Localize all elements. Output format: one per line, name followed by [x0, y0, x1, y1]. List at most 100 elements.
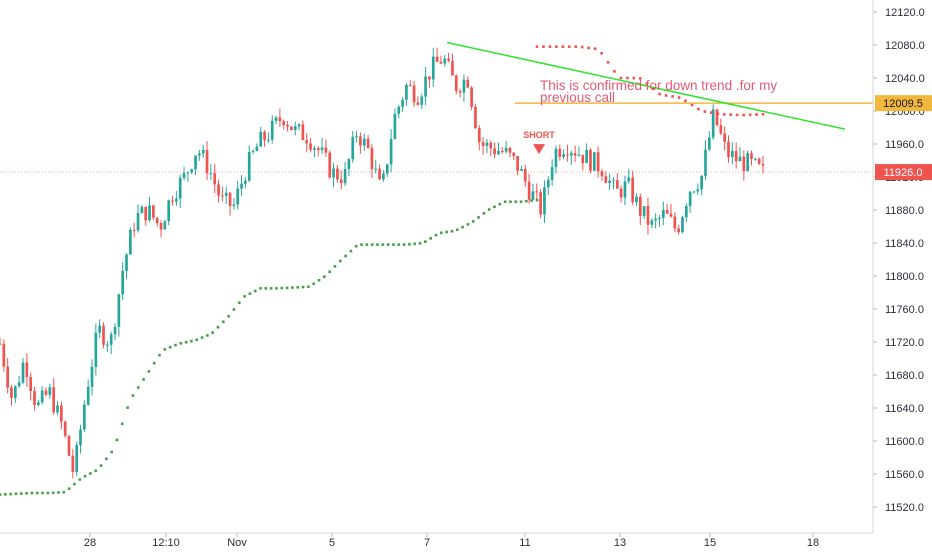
candle-body [102, 325, 105, 345]
candle-body [757, 158, 761, 164]
candle-body [750, 153, 753, 160]
psar-bear-dot [671, 95, 674, 98]
psar-bull-dot [408, 243, 411, 246]
candle-body [132, 229, 136, 231]
candle-body [113, 326, 117, 335]
x-tick-label: 15 [704, 537, 716, 549]
y-tick-label: 11560.0 [885, 469, 924, 481]
y-tick-label: 11520.0 [885, 502, 924, 514]
psar-bear-dot [735, 113, 739, 117]
psar-bull-dot [338, 259, 342, 263]
psar-bull-dot [434, 233, 438, 237]
psar-bull-dot [9, 492, 12, 496]
candle-body [90, 366, 94, 387]
candle-body [612, 180, 615, 182]
psar-bull-dot [41, 491, 44, 495]
psar-bull-dot [184, 340, 188, 344]
psar-bull-dot [509, 200, 512, 204]
candle-body [224, 192, 228, 196]
candle-body [182, 173, 186, 178]
psar-bull-dot [376, 243, 379, 246]
candle-body [520, 169, 523, 171]
candle-body [485, 142, 489, 146]
candle-body [129, 229, 132, 255]
psar-bear-dot [710, 111, 713, 114]
candle-body [339, 179, 343, 184]
psar-bull-dot [312, 282, 315, 286]
psar-bull-dot [168, 345, 172, 349]
psar-bull-dot [0, 493, 2, 496]
candle-body [17, 382, 21, 387]
psar-bull-dot [264, 287, 268, 290]
candle-body [251, 151, 255, 153]
psar-bear-dot [703, 110, 707, 113]
candle-body [316, 148, 320, 151]
psar-bear-dot [613, 70, 616, 73]
candle-body [109, 334, 113, 345]
candle-body [366, 138, 370, 149]
psar-bear-dot [684, 99, 687, 103]
psar-bull-dot [402, 243, 406, 246]
psar-bull-dot [307, 285, 310, 289]
x-tick-label: Nov [227, 537, 247, 549]
y-tick-label: 11840.0 [885, 238, 924, 250]
candle-body [466, 79, 470, 88]
candle-body [286, 124, 289, 127]
psar-bull-dot [243, 295, 246, 298]
psar-bear-dot [580, 45, 584, 49]
candle-body [36, 402, 40, 405]
candle-body [727, 141, 730, 157]
psar-bull-dot [142, 378, 145, 381]
candle-body [516, 156, 519, 171]
candle-body [635, 196, 638, 203]
psar-bull-dot [503, 200, 507, 204]
psar-bull-dot [482, 212, 486, 215]
candle-body [144, 206, 148, 221]
psar-bear-dot [722, 113, 726, 116]
candle-body [393, 113, 397, 139]
candle-body [462, 79, 466, 93]
psar-bear-dot [658, 92, 661, 96]
candle-body [704, 149, 707, 176]
candle-body [420, 96, 424, 105]
psar-bull-dot [216, 325, 220, 329]
psar-bull-dot [471, 220, 475, 223]
psar-bull-dot [514, 200, 518, 204]
psar-bear-dot [729, 113, 733, 116]
candle-body [270, 120, 274, 140]
psar-bull-dot [269, 287, 273, 290]
x-tick-label: 13 [614, 537, 626, 549]
time-axis[interactable] [0, 533, 873, 550]
candle-body [627, 177, 631, 182]
candle-body [638, 196, 642, 216]
candle-body [554, 148, 558, 168]
candle-body [167, 200, 171, 222]
candle-body [477, 128, 481, 143]
candle-body [589, 149, 592, 171]
candle-body [604, 176, 608, 184]
candle-body [67, 435, 71, 456]
price-axis[interactable] [873, 0, 932, 550]
last-price-tag-bg [875, 164, 932, 181]
psar-bull-dot [120, 422, 124, 426]
psar-bull-dot [370, 243, 374, 246]
psar-bull-dot [439, 231, 443, 235]
candle-body [278, 117, 282, 122]
candle-body [734, 151, 738, 162]
psar-bull-dot [466, 223, 470, 226]
psar-bull-dot [179, 341, 183, 345]
candle-body [546, 179, 550, 188]
psar-bear-dot [587, 46, 590, 50]
candle-body [642, 205, 646, 216]
candle-body [60, 405, 63, 422]
x-tick-label: 18 [807, 537, 819, 549]
candle-body [332, 168, 335, 178]
candle-body [106, 344, 109, 346]
candle-body [543, 187, 546, 215]
candle-body [700, 175, 703, 190]
candle-body [711, 109, 715, 138]
candle-body [98, 325, 102, 333]
psar-bull-dot [62, 490, 66, 494]
candle-body [240, 183, 243, 189]
